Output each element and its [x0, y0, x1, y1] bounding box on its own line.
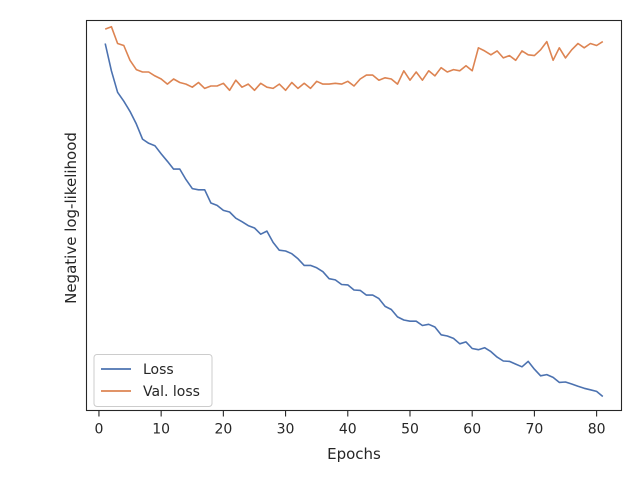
series-line-loss [104, 43, 604, 398]
x-tick-label: 30 [277, 422, 295, 438]
legend: Loss Val. loss [93, 354, 213, 407]
x-tick-label: 20 [214, 422, 232, 438]
series-line-val-loss [104, 25, 604, 92]
x-axis-label: Epochs [327, 445, 381, 463]
legend-label-loss: Loss [143, 362, 174, 378]
plot-frame [85, 19, 623, 412]
y-axis-label: Negative log-likelihood [62, 132, 80, 304]
x-tick-label: 60 [463, 422, 481, 438]
legend-label-val-loss: Val. loss [143, 384, 200, 400]
x-tick-label: 50 [401, 422, 419, 438]
plot-area [104, 25, 604, 398]
x-axis: 0 10 20 30 40 50 60 70 80 [94, 410, 606, 438]
x-tick-label: 80 [588, 422, 606, 438]
x-tick-label: 70 [525, 422, 543, 438]
x-tick-label: 0 [94, 422, 103, 438]
x-tick-label: 10 [152, 422, 170, 438]
x-tick-label: 40 [339, 422, 357, 438]
legend-box [93, 354, 213, 407]
